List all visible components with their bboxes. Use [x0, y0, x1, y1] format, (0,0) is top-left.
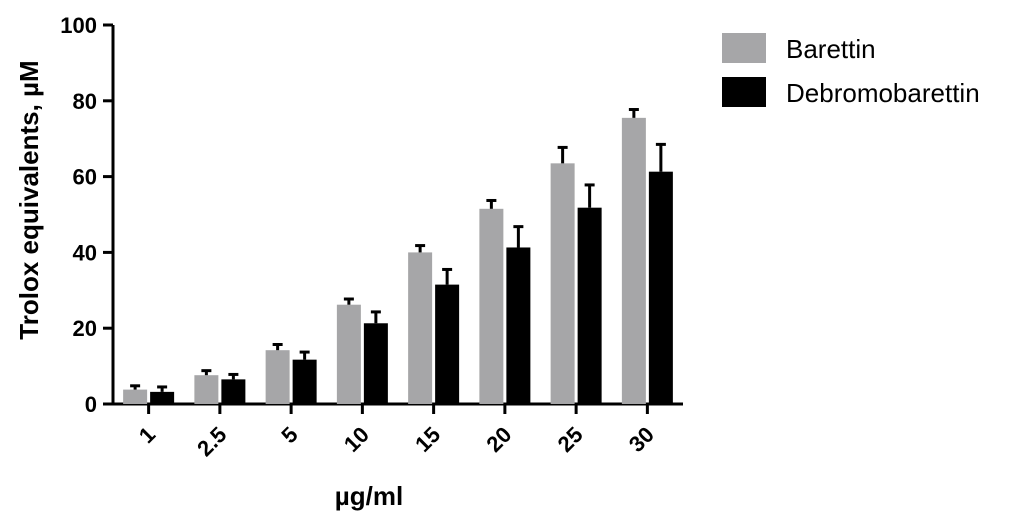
x-tick-label: 25 [553, 422, 588, 457]
y-axis-title: Trolox equivalents, µM [14, 60, 44, 339]
x-tick-label: 15 [410, 422, 445, 457]
legend-swatch [722, 77, 766, 107]
bar-barettin [408, 252, 433, 404]
y-tick-label: 60 [73, 165, 97, 190]
bar-debromobarettin [648, 171, 673, 404]
x-tick-label: 20 [481, 422, 516, 457]
x-tick-label: 10 [339, 422, 374, 457]
error-bars [130, 108, 666, 392]
legend-label: Barettin [786, 34, 876, 64]
bar-barettin [123, 389, 148, 404]
y-tick-label: 0 [85, 392, 97, 417]
legend-label: Debromobarettin [786, 78, 980, 108]
bar-barettin [479, 208, 504, 404]
y-tick-label: 100 [60, 13, 97, 38]
bar-barettin [621, 117, 646, 404]
bar-debromobarettin [221, 379, 246, 404]
bar-debromobarettin [292, 359, 317, 404]
bar-barettin [336, 304, 361, 404]
bar-barettin [265, 350, 290, 404]
legend-swatch [722, 33, 766, 63]
bar-debromobarettin [363, 323, 388, 404]
legend: Barettin Debromobarettin [722, 33, 980, 108]
bar-barettin [194, 375, 219, 404]
bars [123, 117, 673, 404]
y-axis [103, 23, 115, 406]
x-tick-label: 5 [276, 422, 302, 448]
x-axis [111, 402, 683, 414]
bar-debromobarettin [577, 207, 602, 404]
x-tick-labels: 1 2.5 5 10 15 20 25 30 [134, 422, 659, 461]
bar-debromobarettin [150, 391, 175, 404]
y-tick-label: 20 [73, 316, 97, 341]
y-tick-label: 80 [73, 89, 97, 114]
y-tick-label: 40 [73, 240, 97, 265]
y-tick-labels: 0 20 40 60 80 100 [60, 13, 97, 417]
x-tick-label: 30 [624, 422, 659, 457]
bar-debromobarettin [435, 284, 460, 404]
bar-barettin [550, 163, 575, 404]
x-axis-title: µg/ml [335, 481, 403, 511]
x-tick-label: 1 [134, 422, 160, 448]
x-tick-label: 2.5 [192, 422, 231, 461]
bar-debromobarettin [506, 247, 531, 404]
